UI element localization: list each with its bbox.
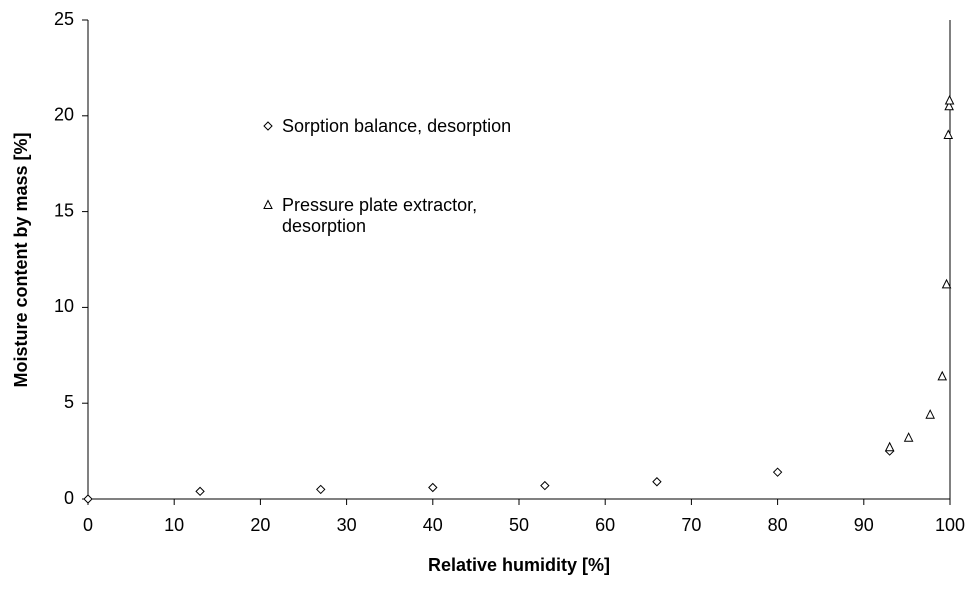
diamond-marker xyxy=(772,467,783,477)
x-tick-label: 70 xyxy=(681,515,701,535)
y-tick-label: 10 xyxy=(54,296,74,316)
diamond-marker xyxy=(428,482,438,493)
diamond-marker xyxy=(540,480,550,491)
legend-label: Pressure plate extractor, desorption xyxy=(282,195,478,236)
x-axis-title: Relative humidity [%] xyxy=(428,555,610,575)
legend-label: Sorption balance, desorption xyxy=(282,116,512,136)
x-tick-label: 60 xyxy=(595,515,615,535)
triangle-marker xyxy=(941,278,952,289)
legend-marker xyxy=(263,199,273,209)
x-tick-label: 30 xyxy=(337,515,357,535)
y-tick-label: 0 xyxy=(64,488,74,508)
diamond-marker xyxy=(195,486,205,497)
x-tick-label: 40 xyxy=(423,515,443,535)
diamond-marker xyxy=(83,494,93,504)
y-tick-label: 5 xyxy=(64,392,74,412)
diamond-marker xyxy=(652,477,662,487)
x-tick-label: 0 xyxy=(83,515,93,535)
x-tick-label: 50 xyxy=(509,515,529,535)
triangle-marker xyxy=(943,129,954,139)
triangle-marker xyxy=(903,432,914,442)
y-tick-label: 15 xyxy=(54,200,74,220)
x-tick-label: 90 xyxy=(854,515,874,535)
x-tick-label: 20 xyxy=(250,515,270,535)
y-tick-label: 20 xyxy=(54,105,74,125)
triangle-marker xyxy=(944,100,954,111)
triangle-marker xyxy=(937,370,948,381)
triangle-marker xyxy=(925,409,935,419)
x-tick-label: 80 xyxy=(768,515,788,535)
x-tick-label: 100 xyxy=(935,515,965,535)
legend-marker xyxy=(263,121,273,131)
diamond-marker xyxy=(316,484,326,495)
y-axis-title: Moisture content by mass [%] xyxy=(11,132,31,387)
triangle-marker xyxy=(944,94,955,105)
x-tick-label: 10 xyxy=(164,515,184,535)
triangle-marker xyxy=(884,441,895,452)
y-tick-label: 25 xyxy=(54,9,74,29)
